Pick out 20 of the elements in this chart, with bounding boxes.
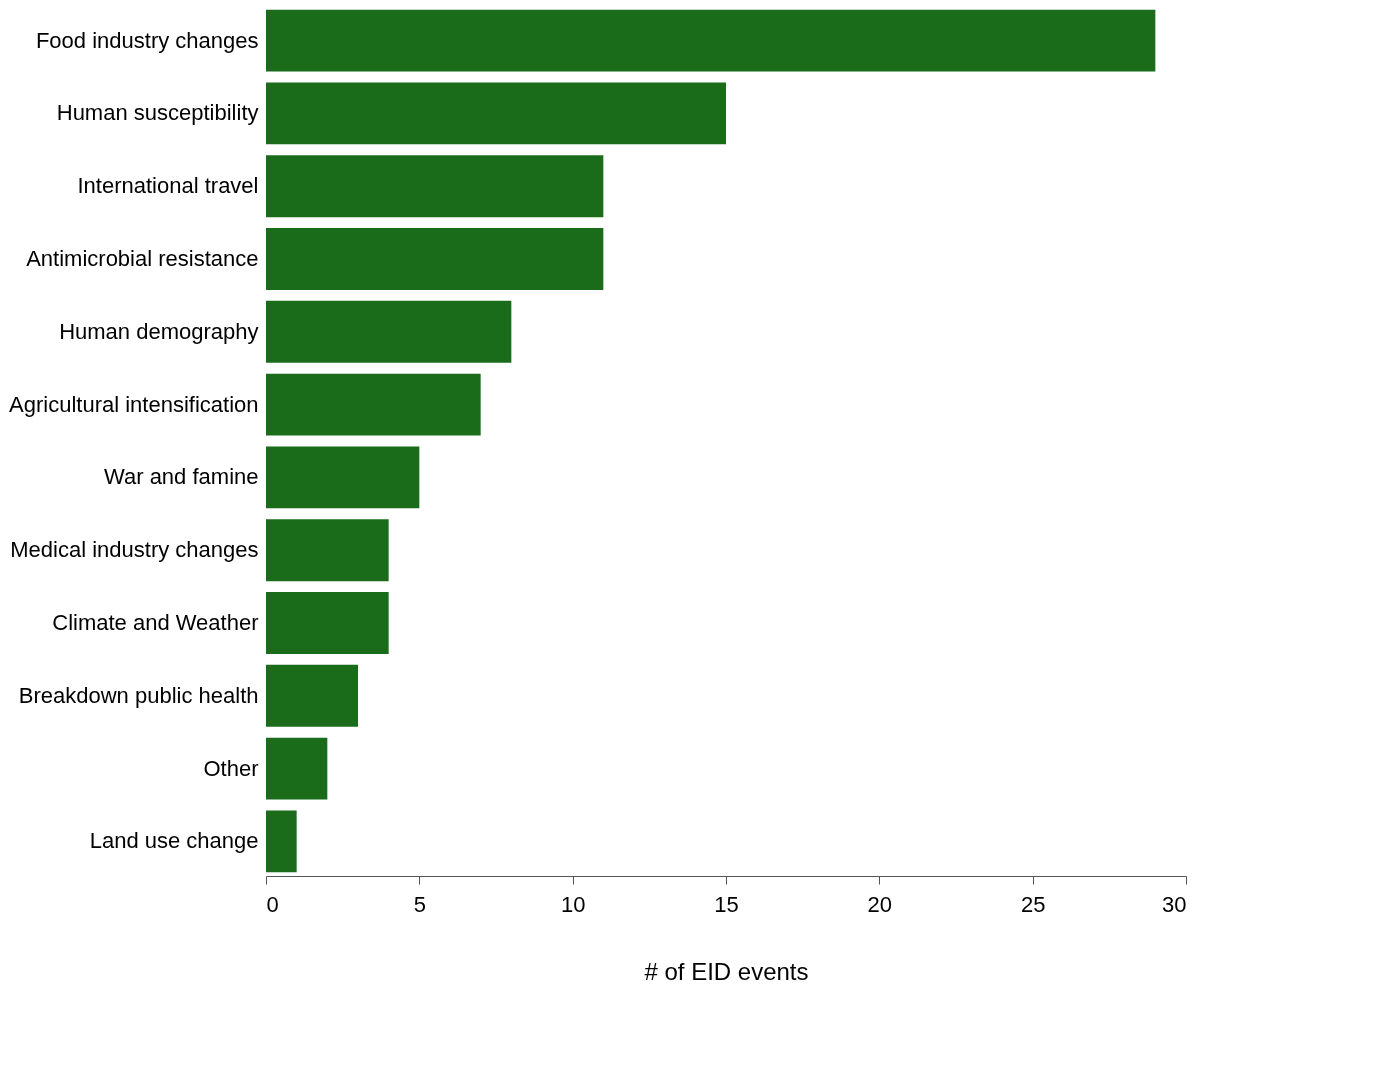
x-axis-title: # of EID events	[644, 957, 809, 985]
y-tick-label: Medical industry changes	[10, 537, 259, 563]
y-tick-label: Food industry changes	[35, 27, 259, 53]
x-tick-label: 30	[1162, 891, 1187, 917]
y-tick-label: Human demography	[59, 318, 259, 344]
y-tick-label: Other	[203, 755, 259, 781]
x-tick-label: 10	[560, 891, 586, 917]
x-tick-label: 15	[714, 891, 739, 917]
y-tick-label: Breakdown public health	[18, 682, 259, 708]
y-tick-label: Agricultural intensification	[9, 391, 259, 417]
y-tick-label: International travel	[77, 173, 259, 199]
x-tick-label: 20	[867, 891, 893, 917]
y-tick-label: Human susceptibility	[56, 100, 259, 126]
y-tick-label: Antimicrobial resistance	[26, 245, 259, 271]
x-tick-label: 5	[413, 891, 426, 917]
y-tick-label: Land use change	[89, 828, 259, 854]
y-tick-label: Climate and Weather	[52, 610, 259, 636]
x-tick-label: 25	[1020, 891, 1046, 917]
x-tick-label: 0	[266, 891, 279, 917]
y-tick-label: War and famine	[104, 464, 259, 490]
